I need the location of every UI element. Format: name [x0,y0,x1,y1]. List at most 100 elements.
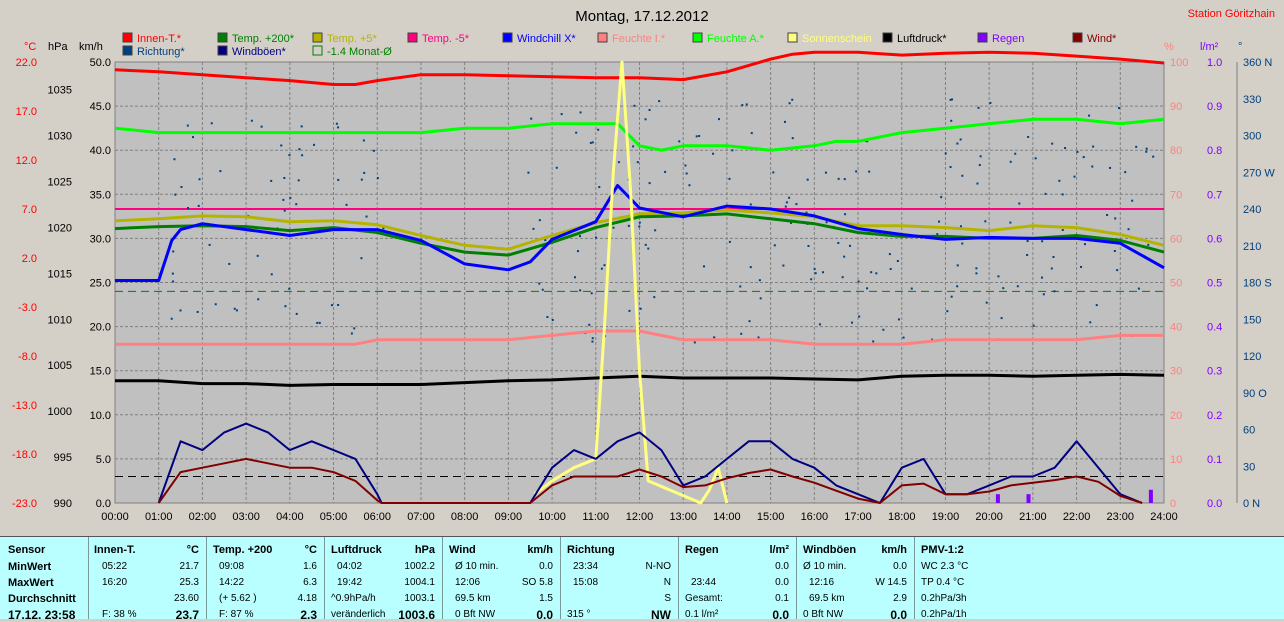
direction-point [283,209,286,212]
stats-wind-unit: km/h [527,544,553,556]
direction-point [740,332,743,335]
stats-temp200-avg: 4.18 [297,593,317,604]
direction-point [749,266,752,269]
direction-point [936,233,939,236]
direction-point [578,235,581,238]
direction-point [1026,253,1029,256]
direction-point [837,177,840,180]
stats-richtung-r2-time: 15:08 [573,577,599,588]
direction-point [773,244,776,247]
direction-point [644,118,647,121]
direction-point [785,201,788,204]
legend-label: Temp. +5* [327,33,378,45]
direction-point [806,178,809,181]
direction-point [949,166,952,169]
hpa-tick-label: 1020 [48,222,72,234]
direction-tick-label: 180 S [1243,278,1272,290]
legend-label: Temp. -5* [422,33,470,45]
legend-label: Luftdruck* [897,33,947,45]
stats-windboen-r3-val: 2.9 [893,593,907,604]
direction-point [297,179,300,182]
direction-point [598,186,601,189]
direction-point [579,111,582,114]
x-tick-label: 24:00 [1150,511,1178,523]
direction-point [219,170,222,173]
direction-point [784,205,787,208]
direction-point [551,319,554,322]
stats-luftdruck-title: Luftdruck [331,544,382,556]
stats-innen-cur: 23.7 [175,608,199,622]
direction-point [1050,267,1053,270]
direction-point [1018,202,1021,205]
direction-point [647,247,650,250]
direction-point [857,280,860,283]
direction-point [888,253,891,256]
legend-swatch [977,32,988,43]
rain-bar [1148,489,1153,503]
direction-point [591,340,594,343]
x-tick-label: 02:00 [189,511,217,523]
rain-bar [995,494,1000,503]
legend-label: -1.4 Monat-Ø [327,46,392,58]
direction-point [590,292,593,295]
direction-point [270,179,273,182]
legend-label: Sonnenschein [802,33,872,45]
stats-col-windboen: Windböen km/h Ø 10 min. 0.0 12:16 W 14.5… [796,537,915,622]
stats-wind-r1-label: Ø 10 min. [455,561,499,572]
direction-point [1076,150,1079,153]
direction-point [938,220,941,223]
direction-point [1044,192,1047,195]
direction-point [360,257,363,260]
direction-point [591,141,594,144]
stats-richtung-r3-val: S [664,593,671,604]
direction-point [975,272,978,275]
celsius-tick-label: -18.0 [12,449,37,461]
direction-tick-label: 210 [1243,241,1261,253]
legend-label: Windchill X* [517,33,576,45]
direction-point [1009,221,1012,224]
direction-point [579,289,582,292]
stats-regen-r3-label: Gesamt: [685,593,723,604]
direction-point [741,104,744,107]
stats-luftdruck-max-val: 1004.1 [404,577,435,588]
stats-richtung-title: Richtung [567,544,615,556]
kmh-tick-label: 15.0 [90,366,111,378]
direction-point [713,336,716,339]
stats-windboen-r1-label: Ø 10 min. [803,561,847,572]
direction-point [1083,243,1086,246]
direction-point [573,276,576,279]
direction-point [1061,229,1064,232]
direction-point [824,171,827,174]
direction-point [283,176,286,179]
direction-point [591,337,594,340]
direction-point [588,323,591,326]
direction-point [818,323,821,326]
direction-point [337,303,340,306]
stats-windboen-r2-time: 12:16 [809,577,835,588]
direction-point [170,317,173,320]
direction-point [288,287,291,290]
direction-point [976,182,979,185]
direction-point [1041,276,1044,279]
direction-point [228,262,231,265]
direction-point [555,166,558,169]
x-tick-label: 03:00 [232,511,260,523]
direction-point [788,102,791,105]
direction-point [1131,199,1134,202]
stats-temp200-unit: °C [304,544,317,556]
direction-point [337,126,340,129]
direction-point [174,193,177,196]
direction-point [1113,249,1116,252]
direction-point [171,272,174,275]
rain-tick-label: 0.0 [1207,498,1222,510]
stats-pmv-r1: WC 2.3 °C [921,561,969,572]
rain-tick-label: 0.1 [1207,454,1222,466]
series-line-feuchte-a- [114,117,1165,152]
stats-regen-title: Regen [685,544,719,556]
direction-point [985,301,988,304]
direction-point [600,267,603,270]
direction-point [866,287,869,290]
direction-point [1135,145,1138,148]
rain-tick-label: 0.8 [1207,145,1222,157]
stats-col-pmv: PMV-1:2 WC 2.3 °C TP 0.4 °C 0.2hPa/3h 0.… [914,537,1005,620]
